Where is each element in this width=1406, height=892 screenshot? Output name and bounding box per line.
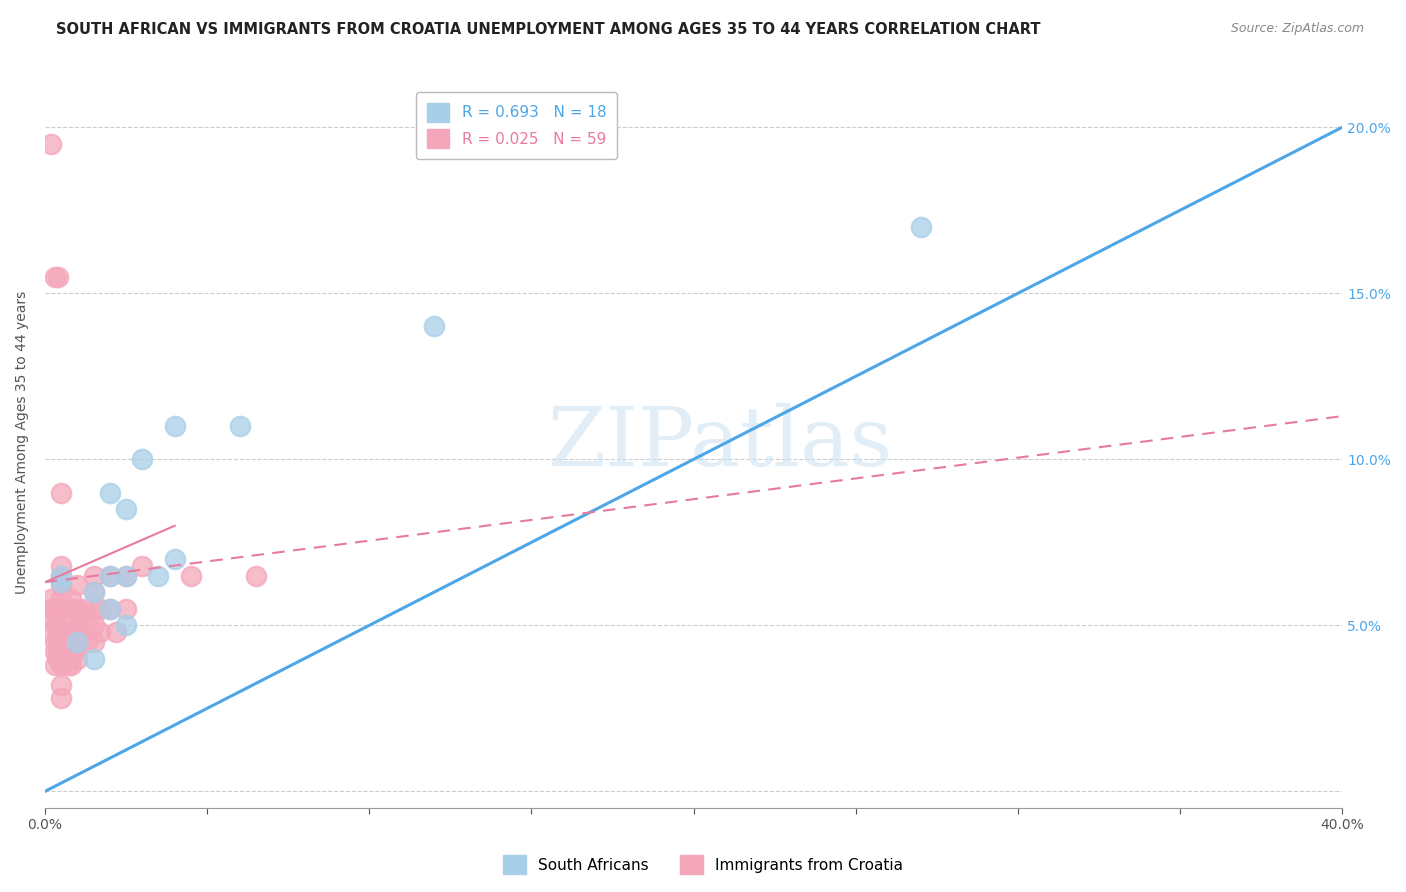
Point (44, 635, 66, 649)
Point (66, 601, 89, 615)
Point (83, 585, 105, 599)
Point (44, 269, 66, 284)
Point (66, 618, 89, 632)
Point (63, 645, 86, 659)
Point (115, 568, 138, 582)
Point (76, 635, 98, 649)
Point (56, 658, 79, 673)
Text: ZIPatlas: ZIPatlas (547, 402, 893, 483)
Point (148, 568, 170, 582)
Point (41, 591, 63, 606)
Point (66, 635, 89, 649)
Point (83, 618, 105, 632)
Point (66, 578, 89, 592)
Point (131, 452, 153, 467)
Point (180, 568, 202, 582)
Point (115, 502, 138, 516)
Point (41, 601, 63, 615)
Point (51, 558, 73, 573)
Point (59, 645, 82, 659)
Point (59, 625, 82, 640)
Point (98, 485, 121, 500)
Point (51, 601, 73, 615)
Point (228, 419, 250, 434)
Text: Source: ZipAtlas.com: Source: ZipAtlas.com (1230, 22, 1364, 36)
Point (63, 625, 86, 640)
Point (41, 612, 63, 626)
Point (83, 585, 105, 599)
Point (83, 568, 105, 582)
Point (51, 578, 73, 592)
Point (83, 651, 105, 665)
Point (44, 601, 66, 615)
Point (51, 485, 73, 500)
Point (44, 658, 66, 673)
Point (89, 601, 111, 615)
Point (98, 601, 121, 615)
Y-axis label: Unemployment Among Ages 35 to 44 years: Unemployment Among Ages 35 to 44 years (15, 291, 30, 594)
Point (44, 618, 66, 632)
Point (115, 601, 138, 615)
Point (115, 568, 138, 582)
Point (46, 618, 69, 632)
Point (98, 601, 121, 615)
Point (76, 612, 98, 626)
Point (73, 601, 96, 615)
Point (46, 651, 69, 665)
Point (46, 645, 69, 659)
Point (51, 568, 73, 582)
Point (83, 635, 105, 649)
Point (89, 625, 111, 640)
Point (98, 568, 121, 582)
Point (51, 575, 73, 590)
Point (51, 635, 73, 649)
Point (51, 658, 73, 673)
Point (163, 419, 186, 434)
Point (98, 568, 121, 582)
Point (115, 618, 138, 632)
Point (105, 625, 128, 640)
Point (46, 269, 69, 284)
Point (51, 691, 73, 706)
Point (59, 658, 82, 673)
Legend: South Africans, Immigrants from Croatia: South Africans, Immigrants from Croatia (498, 849, 908, 880)
Point (59, 591, 82, 606)
Point (46, 601, 69, 615)
Point (131, 558, 153, 573)
Point (66, 635, 89, 649)
Legend: R = 0.693   N = 18, R = 0.025   N = 59: R = 0.693 N = 18, R = 0.025 N = 59 (416, 93, 617, 159)
Point (51, 645, 73, 659)
Point (59, 612, 82, 626)
Point (51, 591, 73, 606)
Point (63, 601, 86, 615)
Point (46, 635, 69, 649)
Point (245, 568, 267, 582)
Point (83, 601, 105, 615)
Point (56, 645, 79, 659)
Point (423, 319, 446, 334)
Point (41, 625, 63, 640)
Point (163, 552, 186, 566)
Point (66, 651, 89, 665)
Point (51, 678, 73, 692)
Point (56, 625, 79, 640)
Point (41, 136, 63, 151)
Point (51, 568, 73, 582)
Point (44, 645, 66, 659)
Point (910, 219, 932, 234)
Point (73, 625, 96, 640)
Text: SOUTH AFRICAN VS IMMIGRANTS FROM CROATIA UNEMPLOYMENT AMONG AGES 35 TO 44 YEARS : SOUTH AFRICAN VS IMMIGRANTS FROM CROATIA… (56, 22, 1040, 37)
